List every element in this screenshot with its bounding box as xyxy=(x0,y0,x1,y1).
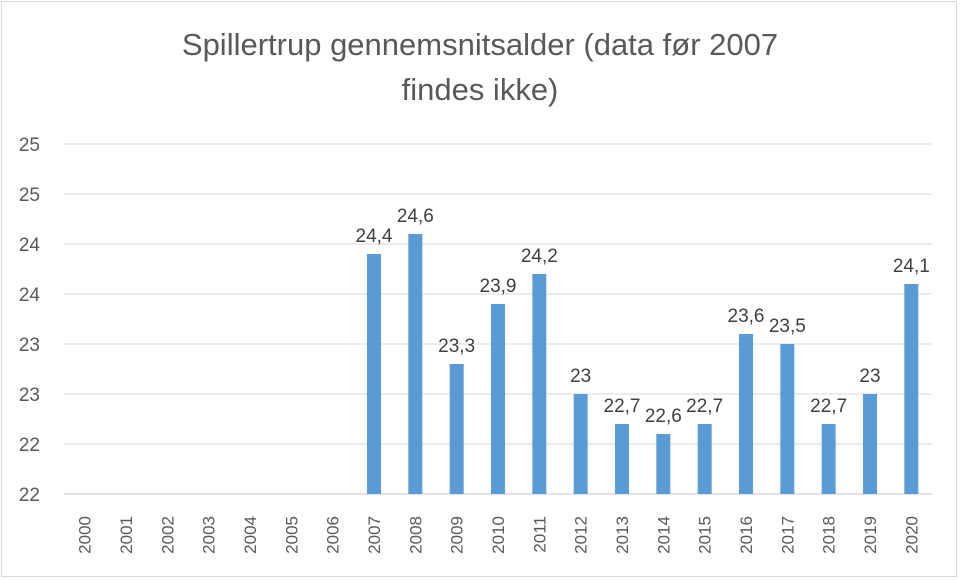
x-tick-label: 2002 xyxy=(158,516,177,554)
x-tick-label: 2012 xyxy=(572,516,591,554)
data-label: 24,6 xyxy=(397,206,434,227)
x-tick-label: 2001 xyxy=(117,516,136,554)
data-label: 24,4 xyxy=(356,226,393,247)
x-tick-label: 2013 xyxy=(613,516,632,554)
x-tick-label: 2009 xyxy=(448,516,467,554)
data-label: 22,7 xyxy=(810,396,847,417)
bar xyxy=(780,344,795,494)
data-label: 23 xyxy=(570,366,591,387)
x-tick-label: 2000 xyxy=(76,516,95,554)
x-tick-label: 2020 xyxy=(902,516,921,554)
x-tick-label: 2006 xyxy=(324,516,343,554)
y-axis: 22 22 23 23 24 24 25 25 xyxy=(19,135,41,506)
bar xyxy=(656,434,671,494)
data-label: 23,5 xyxy=(769,316,806,337)
y-tick-label: 25 xyxy=(19,185,40,206)
bar xyxy=(367,254,381,494)
x-tick-label: 2014 xyxy=(654,516,673,554)
x-tick-label: 2005 xyxy=(282,516,301,554)
bar xyxy=(863,394,877,494)
bar xyxy=(408,234,423,494)
data-label: 24,2 xyxy=(521,246,558,267)
y-tick-label: 25 xyxy=(19,135,40,156)
y-tick-label: 24 xyxy=(19,235,41,256)
bar xyxy=(449,364,464,494)
data-label: 22,7 xyxy=(686,396,723,417)
x-tick-label: 2018 xyxy=(820,516,839,554)
bar xyxy=(532,274,547,494)
bar xyxy=(739,334,753,494)
y-tick-label: 23 xyxy=(19,335,40,356)
y-tick-label: 22 xyxy=(19,435,40,456)
x-tick-label: 2008 xyxy=(406,516,425,554)
data-label: 23 xyxy=(859,366,880,387)
chart-title-line2: findes ikke) xyxy=(401,72,559,107)
x-tick-label: 2019 xyxy=(861,516,880,554)
bar xyxy=(573,394,588,494)
x-tick-label: 2010 xyxy=(489,516,508,554)
chart-title-line1: Spillertrup gennemsnitsalder (data før 2… xyxy=(181,27,779,62)
x-tick-label: 2015 xyxy=(696,516,715,554)
x-tick-label: 2017 xyxy=(778,516,797,554)
data-label: 22,6 xyxy=(645,406,682,427)
bar xyxy=(615,424,629,494)
y-tick-label: 24 xyxy=(19,285,41,306)
y-tick-label: 23 xyxy=(19,385,40,406)
data-label: 23,3 xyxy=(438,336,475,357)
x-tick-label: 2004 xyxy=(241,516,260,554)
x-tick-label: 2011 xyxy=(530,516,549,553)
x-tick-label: 2003 xyxy=(200,516,219,554)
bar xyxy=(697,424,712,494)
bar xyxy=(904,284,919,494)
x-axis: 2000 2001 2002 2003 2004 2005 2006 2007 2008 2009… xyxy=(76,516,922,554)
bar xyxy=(821,424,836,494)
data-label: 23,9 xyxy=(480,276,517,297)
data-label: 23,6 xyxy=(728,306,765,327)
data-label: 24,1 xyxy=(893,256,930,277)
y-tick-label: 22 xyxy=(19,485,40,506)
x-tick-label: 2007 xyxy=(365,516,384,554)
data-label: 22,7 xyxy=(604,396,641,417)
chart-title: Spillertrup gennemsnitsalder (data før 2… xyxy=(0,22,960,112)
bar xyxy=(491,304,505,494)
x-tick-label: 2016 xyxy=(737,516,756,554)
bars xyxy=(367,234,919,494)
